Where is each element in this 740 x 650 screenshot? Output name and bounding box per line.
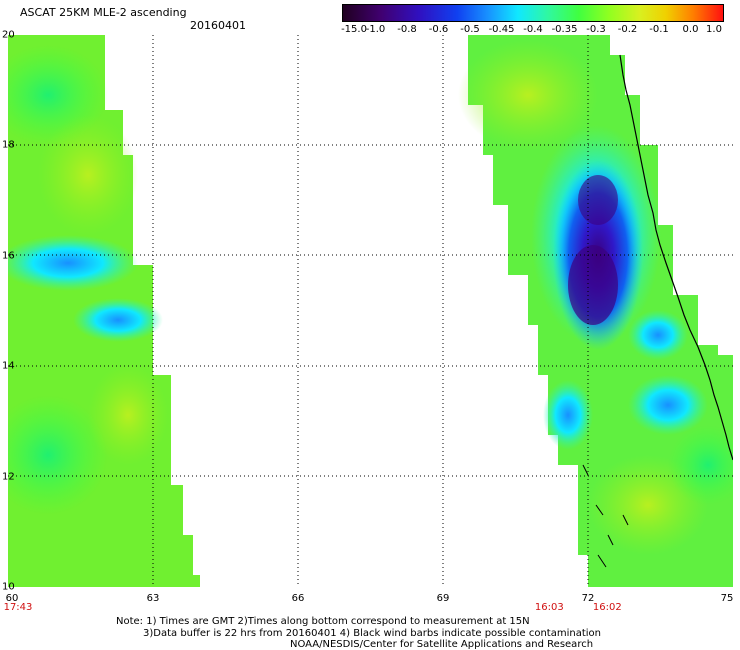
- lat-label: 12: [2, 471, 15, 483]
- lon-label: 66: [291, 593, 305, 604]
- colorbar-tick-label: -0.4: [523, 24, 543, 35]
- footer-note-3: NOAA/NESDIS/Center for Satellite Applica…: [290, 639, 594, 650]
- colorbar-tick-label: -15.0: [341, 24, 367, 35]
- chart-date: 20160401: [190, 19, 246, 32]
- pass-time-label: 17:43: [3, 602, 33, 613]
- colorbar-tick-label: -0.5: [460, 24, 480, 35]
- colorbar-tick-label: -0.45: [488, 24, 515, 35]
- colorbar-tick-label: -0.8: [397, 24, 417, 35]
- grid-lines: [8, 35, 733, 587]
- lat-label: 14: [2, 360, 15, 372]
- lon-label: 75: [720, 593, 734, 604]
- footer-note-2: 3)Data buffer is 22 hrs from 20160401 4)…: [143, 628, 601, 639]
- colorbar-tick-label: -0.3: [586, 24, 606, 35]
- lon-label: 72: [581, 593, 595, 604]
- colorbar-tick-label: -0.6: [428, 24, 449, 35]
- lat-label: 10: [2, 581, 15, 593]
- footer-note-1: Note: 1) Times are GMT 2)Times along bot…: [116, 616, 530, 627]
- lat-label: 20: [2, 29, 15, 41]
- lon-label: 63: [146, 593, 160, 604]
- colorbar-tick-label: -0.1: [649, 24, 669, 35]
- right-swath: [458, 35, 733, 587]
- colorbar: [342, 4, 724, 22]
- pass-time-label: 16:02: [592, 602, 622, 613]
- map-plot: [8, 35, 733, 587]
- pass-time-label: 16:03: [534, 602, 564, 613]
- colorbar-tick-label: 1.0: [706, 24, 722, 35]
- chart-title: ASCAT 25KM MLE-2 ascending: [20, 6, 187, 19]
- lat-label: 16: [2, 250, 15, 262]
- lat-label: 18: [2, 139, 15, 151]
- lon-label: 60: [5, 593, 19, 604]
- colorbar-tick-label: 0.0: [682, 24, 699, 35]
- lon-label: 69: [436, 593, 450, 604]
- colorbar-tick-label: -0.2: [617, 24, 638, 35]
- colorbar-tick-label: -1.0: [365, 24, 386, 35]
- colorbar-tick-label: -0.35: [551, 24, 578, 35]
- coastline: [619, 54, 733, 461]
- left-swath: [8, 35, 200, 587]
